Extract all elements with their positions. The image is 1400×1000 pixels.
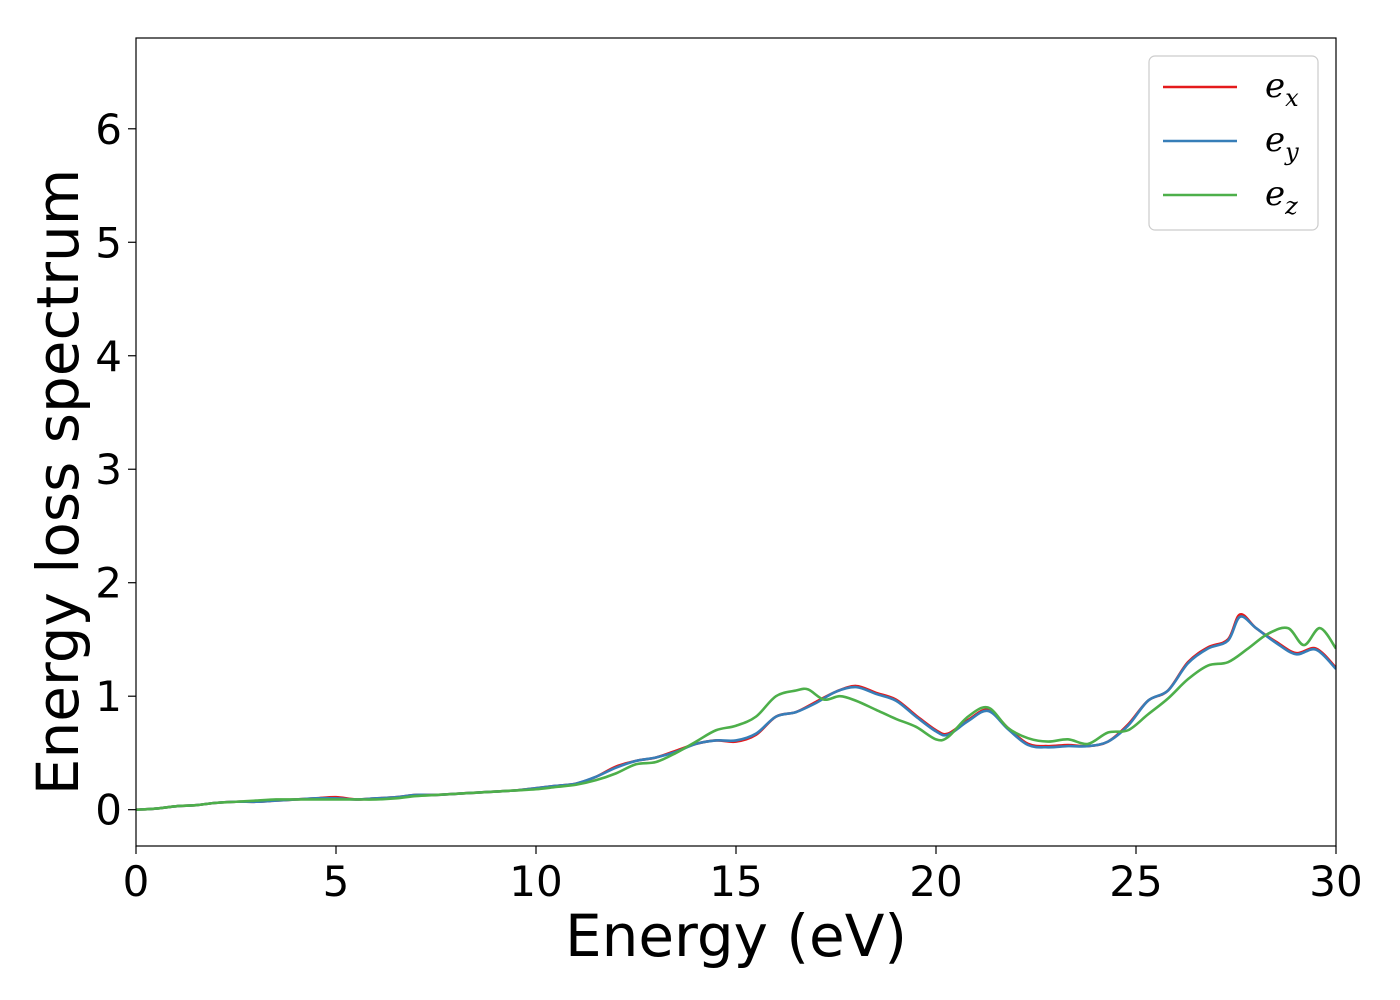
x-tick-label: 25 <box>1109 857 1162 906</box>
legend-label-subscript: x <box>1285 84 1299 112</box>
y-tick-label: 0 <box>95 786 122 835</box>
legend-label-subscript: z <box>1284 192 1298 220</box>
legend-label-base: e <box>1265 66 1285 106</box>
legend-box <box>1148 55 1319 231</box>
x-tick-label: 5 <box>323 857 350 906</box>
plot-area <box>136 613 1336 811</box>
legend-label-base: e <box>1265 174 1285 214</box>
x-axis-label: Energy (eV) <box>565 902 907 970</box>
x-tick-label: 30 <box>1309 857 1362 906</box>
series-line-z <box>136 626 1336 811</box>
axes: 0 5 10 15 20 25 30 0 1 2 3 4 5 6 <box>95 37 1363 906</box>
x-tick-label: 10 <box>509 857 562 906</box>
y-tick-label: 3 <box>95 445 122 494</box>
legend-label-base: e <box>1265 120 1285 160</box>
series-line-y <box>136 615 1336 811</box>
series-line-x <box>136 613 1336 811</box>
x-tick-label: 20 <box>909 857 962 906</box>
x-tick-label: 0 <box>123 857 150 906</box>
x-tick-label: 15 <box>709 857 762 906</box>
y-axis-label: Energy loss spectrum <box>24 169 92 795</box>
legend-label-z: ez <box>1265 174 1298 220</box>
legend-label-subscript: y <box>1284 138 1299 166</box>
y-tick-label: 1 <box>95 672 122 721</box>
y-tick-label: 4 <box>95 332 122 381</box>
y-tick-label: 6 <box>95 105 122 154</box>
legend-label-y: ey <box>1265 120 1299 166</box>
y-tick-label: 2 <box>95 559 122 608</box>
legend-label-x: ex <box>1265 66 1299 112</box>
y-tick-label: 5 <box>95 218 122 267</box>
